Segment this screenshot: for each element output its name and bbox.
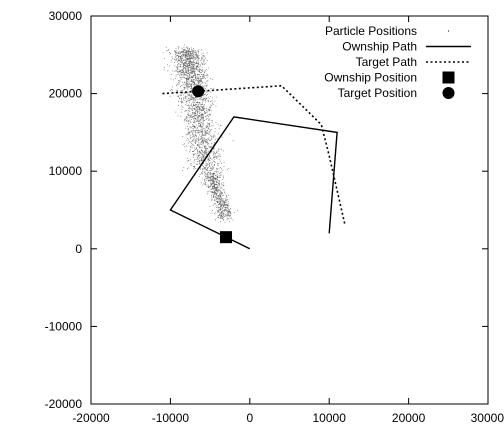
x-tick-label: 10000 [313, 411, 347, 425]
x-tick-label: 20000 [392, 411, 426, 425]
target-position-marker [192, 85, 205, 98]
plot-frame [90, 15, 489, 405]
x-axis: -20000 -10000 0 10000 20000 30000 [72, 16, 504, 425]
legend-sample-ownship-position [442, 71, 455, 84]
x-tick-label: -20000 [72, 411, 110, 425]
legend-label: Ownship Path [342, 40, 417, 54]
y-tick-label: 30000 [49, 9, 83, 23]
x-tick-label: 30000 [471, 411, 504, 425]
y-axis: -20000 -10000 0 10000 20000 30000 [45, 9, 488, 411]
legend-label: Ownship Position [324, 71, 417, 85]
legend-sample-particles [448, 30, 449, 32]
ownship-position-marker [219, 231, 232, 244]
series-lines [162, 84, 346, 250]
ownship-path-line [169, 116, 338, 250]
y-tick-label: 20000 [49, 87, 83, 101]
legend-sample-target-position [442, 87, 455, 99]
y-tick-label: 0 [75, 242, 82, 256]
legend-label: Particle Positions [325, 24, 417, 38]
legend-label: Target Position [338, 86, 417, 100]
x-tick-label: -10000 [152, 411, 190, 425]
legend-label: Target Path [356, 55, 417, 69]
y-tick-label: -20000 [45, 397, 83, 411]
position-markers [192, 85, 232, 244]
target-path-line [162, 84, 346, 226]
particle-cloud [162, 44, 238, 223]
x-tick-label: 0 [246, 411, 253, 425]
y-tick-label: 10000 [49, 164, 83, 178]
y-tick-label: -10000 [45, 319, 83, 333]
particle-points [162, 44, 238, 223]
